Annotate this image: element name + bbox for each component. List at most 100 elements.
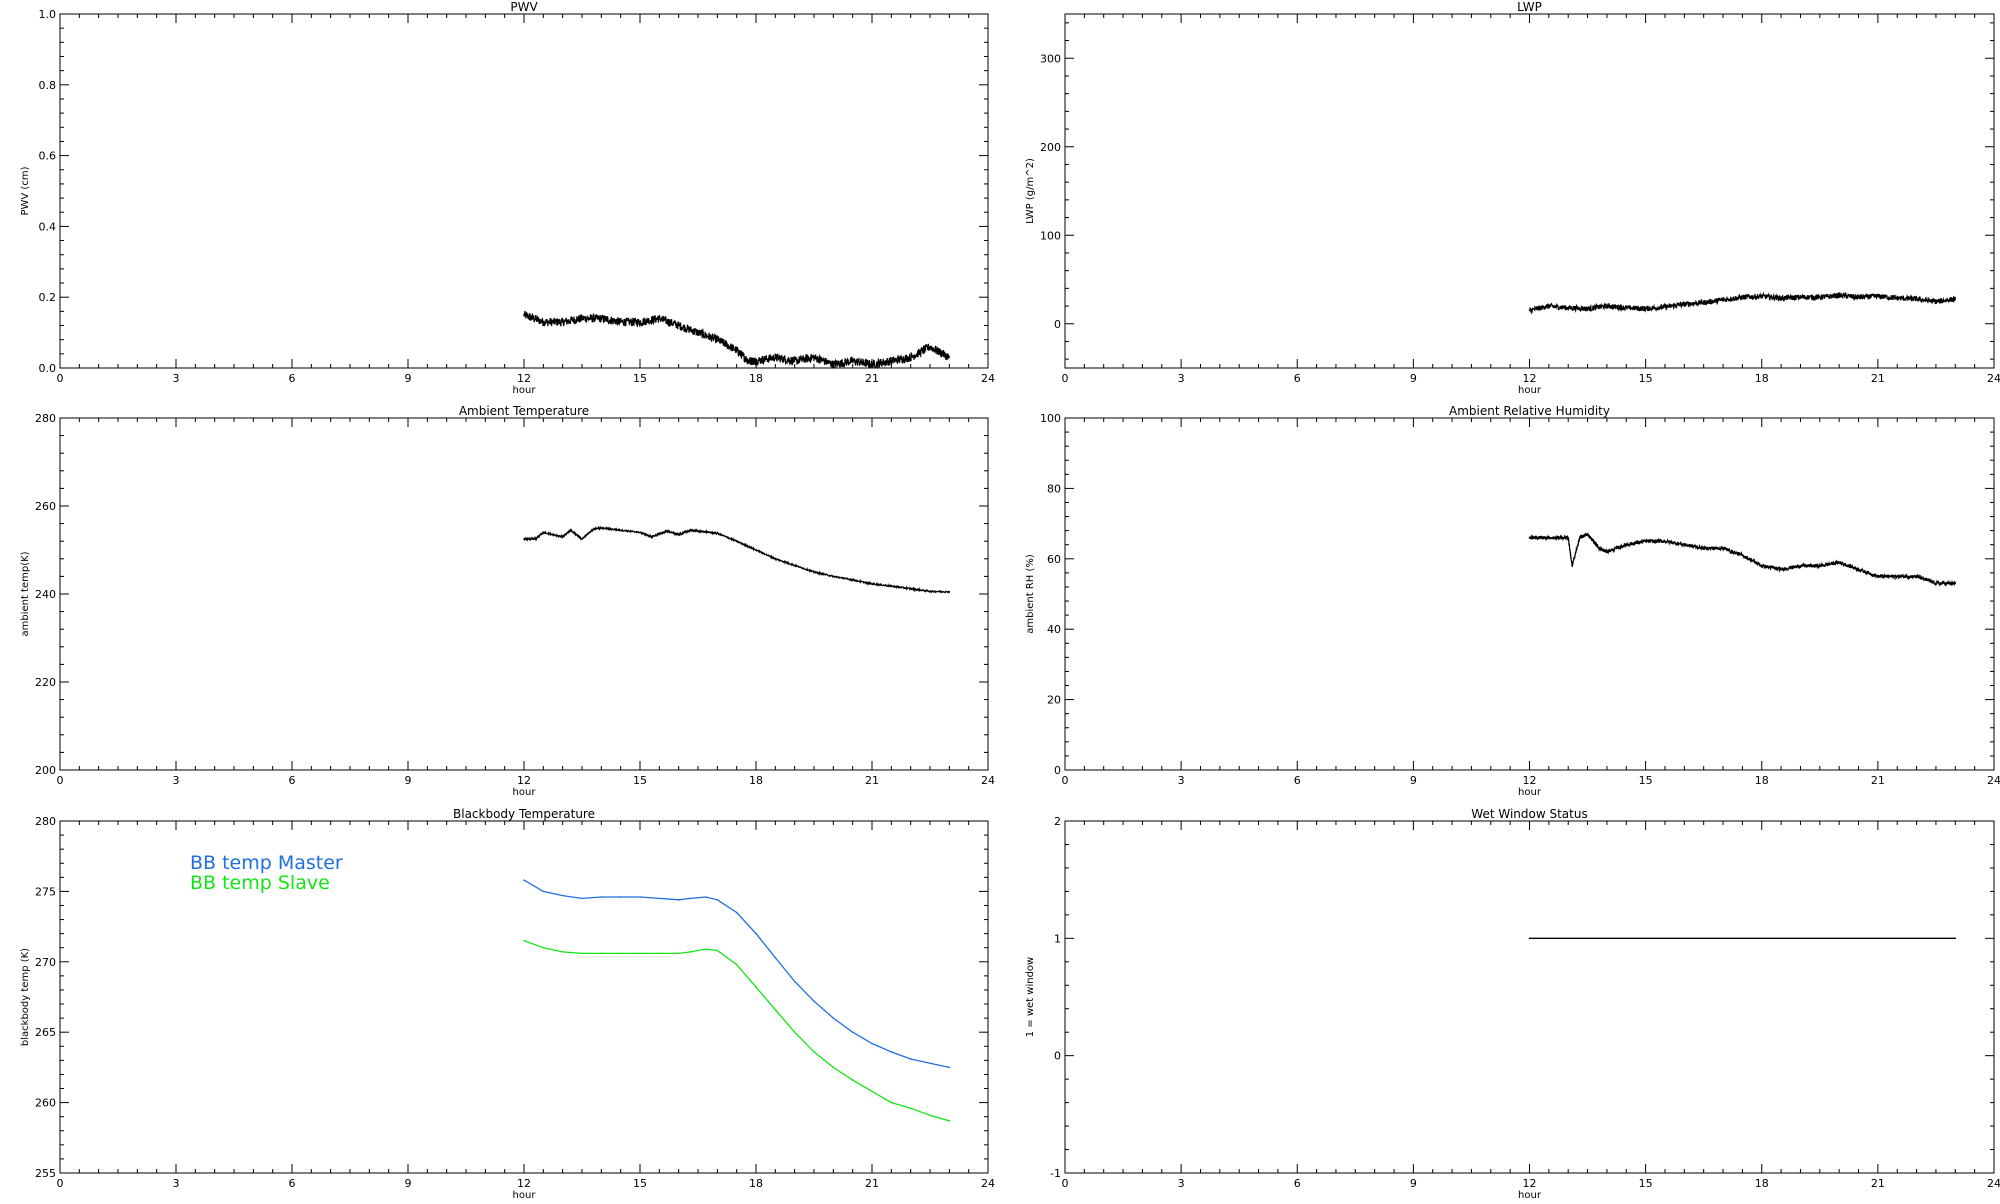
data-point [600, 527, 603, 529]
series-line [1529, 291, 1956, 315]
x-tick-label: 18 [749, 774, 763, 787]
data-point [774, 356, 777, 359]
data-point [948, 1120, 951, 1122]
x-tick-label: 6 [289, 774, 296, 787]
x-tick-label: 24 [1987, 372, 2000, 385]
data-point [658, 897, 661, 900]
data-point [1567, 307, 1570, 309]
x-axis-label: hour [1518, 787, 1542, 798]
y-tick-label: 1 [1054, 932, 1061, 945]
y-tick-label: 280 [35, 815, 56, 828]
y-tick-label: 240 [35, 588, 56, 601]
data-point [716, 338, 719, 341]
data-point [948, 356, 951, 359]
data-point [542, 946, 545, 949]
data-point [851, 1079, 854, 1081]
x-tick-label: 15 [633, 774, 647, 787]
y-axis-label: PWV (cm) [20, 166, 31, 215]
data-point [929, 1114, 931, 1117]
data-point [890, 1101, 893, 1104]
y-tick-label: 280 [35, 412, 56, 425]
data-point [774, 558, 777, 560]
data-point [929, 1062, 931, 1064]
y-tick-label: 200 [1040, 141, 1061, 154]
data-point [909, 1058, 912, 1060]
data-point [793, 980, 796, 983]
data-point [755, 986, 757, 988]
x-tick-label: 6 [289, 1177, 296, 1190]
data-point [697, 331, 699, 334]
data-point [619, 952, 622, 955]
y-tick-label: 0 [1054, 318, 1061, 331]
x-tick-label: 9 [1410, 372, 1417, 385]
x-tick-label: 3 [173, 774, 180, 787]
data-point [832, 1017, 835, 1019]
data-point [1838, 294, 1840, 297]
x-tick-label: 6 [1294, 774, 1301, 787]
y-tick-label: 80 [1047, 482, 1061, 495]
y-axis-label: blackbody temp (K) [20, 948, 31, 1046]
data-point [689, 897, 692, 900]
series-0 [1528, 937, 1957, 940]
data-point [677, 533, 680, 536]
data-point [716, 899, 719, 901]
y-tick-label: 265 [35, 1026, 56, 1039]
data-point [534, 538, 537, 540]
data-point [1606, 550, 1608, 553]
data-point [666, 530, 668, 532]
data-point [890, 360, 893, 362]
y-tick-label: 0.8 [39, 79, 57, 92]
data-point [1877, 295, 1879, 298]
data-point [619, 529, 622, 531]
y-tick-label: 40 [1047, 623, 1061, 636]
data-point [735, 963, 738, 966]
data-point [890, 1051, 893, 1053]
data-point [1760, 295, 1763, 298]
data-point [1799, 565, 1802, 567]
x-tick-label: 21 [865, 774, 879, 787]
chart-ambient-temp: 0 3 6 9 12 15 18 21 24 200 220 240 260 280 Ambient Tem… [20, 404, 995, 798]
data-point [735, 349, 738, 352]
data-point [1935, 582, 1937, 585]
data-point [1598, 547, 1600, 550]
data-point [658, 317, 661, 320]
data-point [1819, 565, 1821, 567]
data-point [677, 899, 680, 901]
data-point [1915, 575, 1918, 578]
y-tick-label: 20 [1047, 694, 1061, 707]
data-point [813, 356, 815, 359]
x-tick-label: 3 [1178, 774, 1185, 787]
y-axis-label: ambient temp(K) [20, 551, 31, 636]
x-tick-label: 18 [1755, 774, 1769, 787]
x-tick-label: 3 [1178, 372, 1185, 385]
x-tick-label: 15 [633, 1177, 647, 1190]
data-point [561, 536, 564, 538]
x-tick-label: 24 [1987, 1177, 2000, 1190]
x-tick-label: 15 [633, 372, 647, 385]
data-point [1857, 568, 1860, 571]
data-point [523, 314, 525, 316]
data-point [542, 890, 545, 893]
series-line [523, 525, 950, 594]
data-point [1548, 305, 1550, 307]
series-0 [1528, 291, 1957, 315]
data-point [1819, 296, 1821, 299]
series-0 [523, 879, 951, 1069]
data-point [1606, 305, 1608, 307]
data-point [747, 360, 750, 362]
data-point [1579, 536, 1581, 539]
y-tick-label: 0.2 [39, 291, 57, 304]
data-point [871, 1042, 873, 1045]
x-tick-label: 18 [1755, 372, 1769, 385]
data-point [1586, 307, 1589, 310]
x-tick-label: 3 [173, 372, 180, 385]
chart-blackbody-temp: 0 3 6 9 12 15 18 21 24 255 260 265 270 275 280 Blackbod… [20, 807, 995, 1201]
data-point [650, 536, 653, 538]
data-point [600, 896, 603, 898]
x-tick-label: 9 [1410, 1177, 1417, 1190]
x-tick-label: 15 [1639, 1177, 1653, 1190]
data-point [832, 575, 835, 578]
chart-title: Ambient Relative Humidity [1449, 404, 1610, 418]
data-point [774, 956, 777, 959]
